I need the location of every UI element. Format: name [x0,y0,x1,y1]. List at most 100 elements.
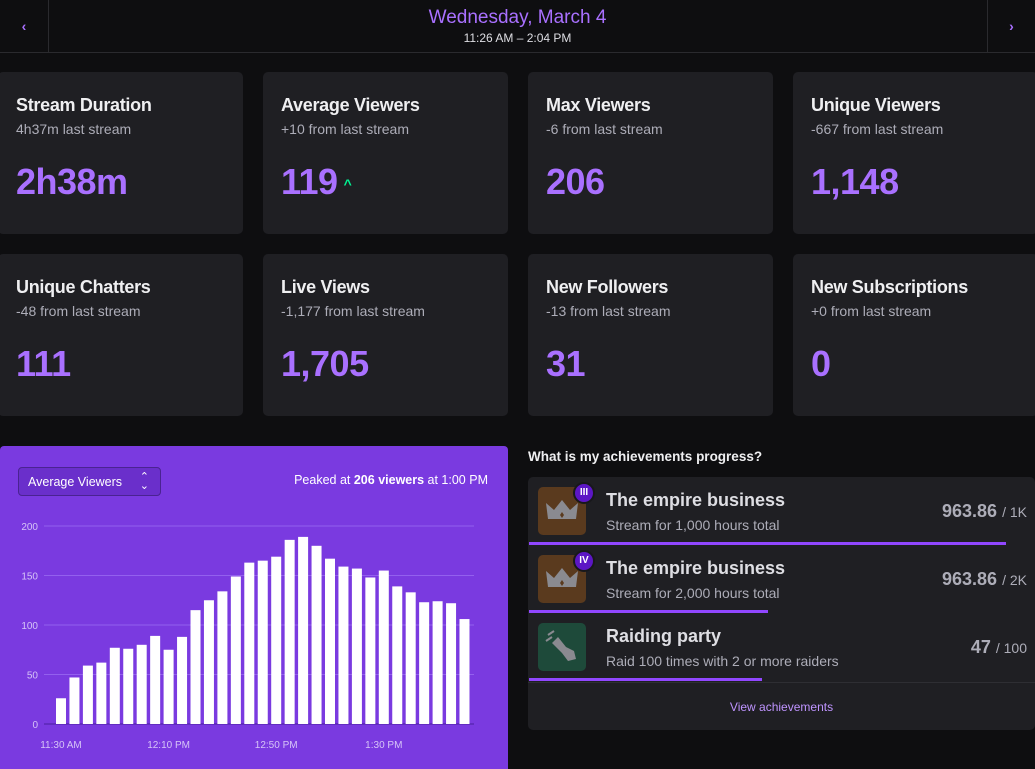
x-tick-label: 12:10 PM [147,740,190,751]
bar [177,636,188,724]
stat-comparison: -667 from last stream [811,121,944,137]
stat-value: 206 [546,161,605,202]
y-tick-label: 50 [27,671,39,682]
peak-suffix: at 1:00 PM [424,473,488,487]
bar [419,602,430,724]
stat-value: 0 [811,343,831,384]
bar-chart: 0 50 100 150 200 11:30 AM 12:10 PM 12:50 PM 1:30… [21,522,474,751]
bar [190,610,201,724]
stat-card-unique-viewers: Unique Viewers -667 from last stream 1,1… [793,72,1035,234]
achievement-item[interactable]: III The empire business Stream for 1,000… [528,477,1035,545]
next-stream-button[interactable]: › [987,0,1035,52]
achievement-value: 963.86 [942,569,998,589]
stat-card-stream-duration: Stream Duration 4h37m last stream 2h38m [0,72,243,234]
stat-value: 1,705 [281,343,369,384]
y-tick-label: 0 [32,720,38,731]
bar [351,568,362,724]
bar [459,619,470,724]
bar [284,539,295,724]
metric-select-value: Average Viewers [28,475,123,489]
stat-card-new-subscriptions: New Subscriptions +0 from last stream 0 [793,254,1035,416]
achievements-heading: What is my achievements progress? [528,449,763,464]
stat-title: New Followers [546,277,669,297]
stat-comparison: +0 from last stream [811,303,932,319]
achievement-value: 47 [970,637,991,657]
stream-time-range: 11:26 AM – 2:04 PM [463,31,572,45]
peak-value: 206 viewers [353,473,425,487]
stat-card-average-viewers: Average Viewers +10 from last stream 119… [263,72,508,234]
tier-badge: IV [573,550,595,572]
bar [298,536,309,724]
fist-icon [538,623,586,671]
bar [136,644,147,724]
stat-title: Live Views [281,277,370,297]
bar [365,577,376,724]
progress-bar [529,610,768,613]
achievement-title: The empire business [606,490,786,510]
bar [69,677,80,724]
stat-card-unique-chatters: Unique Chatters -48 from last stream 111 [0,254,243,416]
achievement-target: / 1K [1002,504,1027,520]
stat-comparison: -48 from last stream [16,303,141,319]
x-tick-label: 12:50 PM [255,740,298,751]
stat-title: Max Viewers [546,95,651,115]
stat-title: Unique Chatters [16,277,151,297]
chevron-updown-icon: ⌃ ⌄ [139,471,149,492]
stat-value: 111 [16,343,71,384]
bar [392,586,403,724]
stat-value: 2h38m [16,161,128,202]
bar [325,558,335,724]
stat-card-live-views: Live Views -1,177 from last stream 1,705 [263,254,508,416]
bar [432,601,443,724]
stat-title: Stream Duration [16,95,152,115]
y-tick-label: 100 [21,621,38,632]
bar [257,560,268,724]
stat-title: New Subscriptions [811,277,968,297]
bar [244,562,255,724]
achievement-target: / 100 [995,640,1027,656]
achievement-item[interactable]: IV The empire business Stream for 2,000 … [528,545,1035,613]
trend-up-icon: ^ [343,176,352,193]
stat-value: 119 [281,161,338,202]
viewers-chart-panel: Average Viewers ⌃ ⌄ Peaked at 206 viewers … [0,446,508,769]
stat-comparison: +10 from last stream [281,121,409,137]
bar [163,649,174,724]
stat-title: Unique Viewers [811,95,941,115]
stat-comparison: -1,177 from last stream [281,303,425,319]
stat-card-max-viewers: Max Viewers -6 from last stream 206 [528,72,773,234]
view-achievements-link[interactable]: View achievements [528,682,1035,730]
stat-value: 1,148 [811,161,899,202]
bar [405,592,416,724]
achievement-description: Stream for 2,000 hours total [606,585,780,601]
bar [150,635,161,724]
x-tick-label: 1:30 PM [365,740,402,751]
prev-stream-button[interactable]: ‹ [0,0,49,52]
bar [338,566,349,724]
achievement-title: The empire business [606,558,786,578]
bar [311,545,322,724]
stat-comparison: -6 from last stream [546,121,663,137]
progress-bar [529,678,762,681]
stat-comparison: -13 from last stream [546,303,671,319]
stat-card-new-followers: New Followers -13 from last stream 31 [528,254,773,416]
date-header: ‹ Wednesday, March 4 11:26 AM – 2:04 PM … [0,0,1035,53]
y-tick-label: 200 [21,522,38,533]
achievement-item[interactable]: Raiding party Raid 100 times with 2 or m… [528,613,1035,681]
tier-badge: III [573,482,595,504]
achievement-description: Raid 100 times with 2 or more raiders [606,653,839,669]
bar [56,698,66,724]
peak-prefix: Peaked at [294,473,354,487]
achievements-list: III The empire business Stream for 1,000… [528,477,1035,730]
bar [217,591,228,724]
bar [230,576,241,724]
achievement-title: Raiding party [606,626,722,646]
stream-date: Wednesday, March 4 [428,7,607,28]
bar [203,600,214,724]
bar [446,603,457,724]
metric-select[interactable]: Average Viewers ⌃ ⌄ [18,467,161,496]
bar [271,556,282,724]
x-tick-label: 11:30 AM [40,740,82,751]
stat-value: 31 [546,343,586,384]
achievement-description: Stream for 1,000 hours total [606,517,780,533]
stat-comparison: 4h37m last stream [16,121,132,137]
